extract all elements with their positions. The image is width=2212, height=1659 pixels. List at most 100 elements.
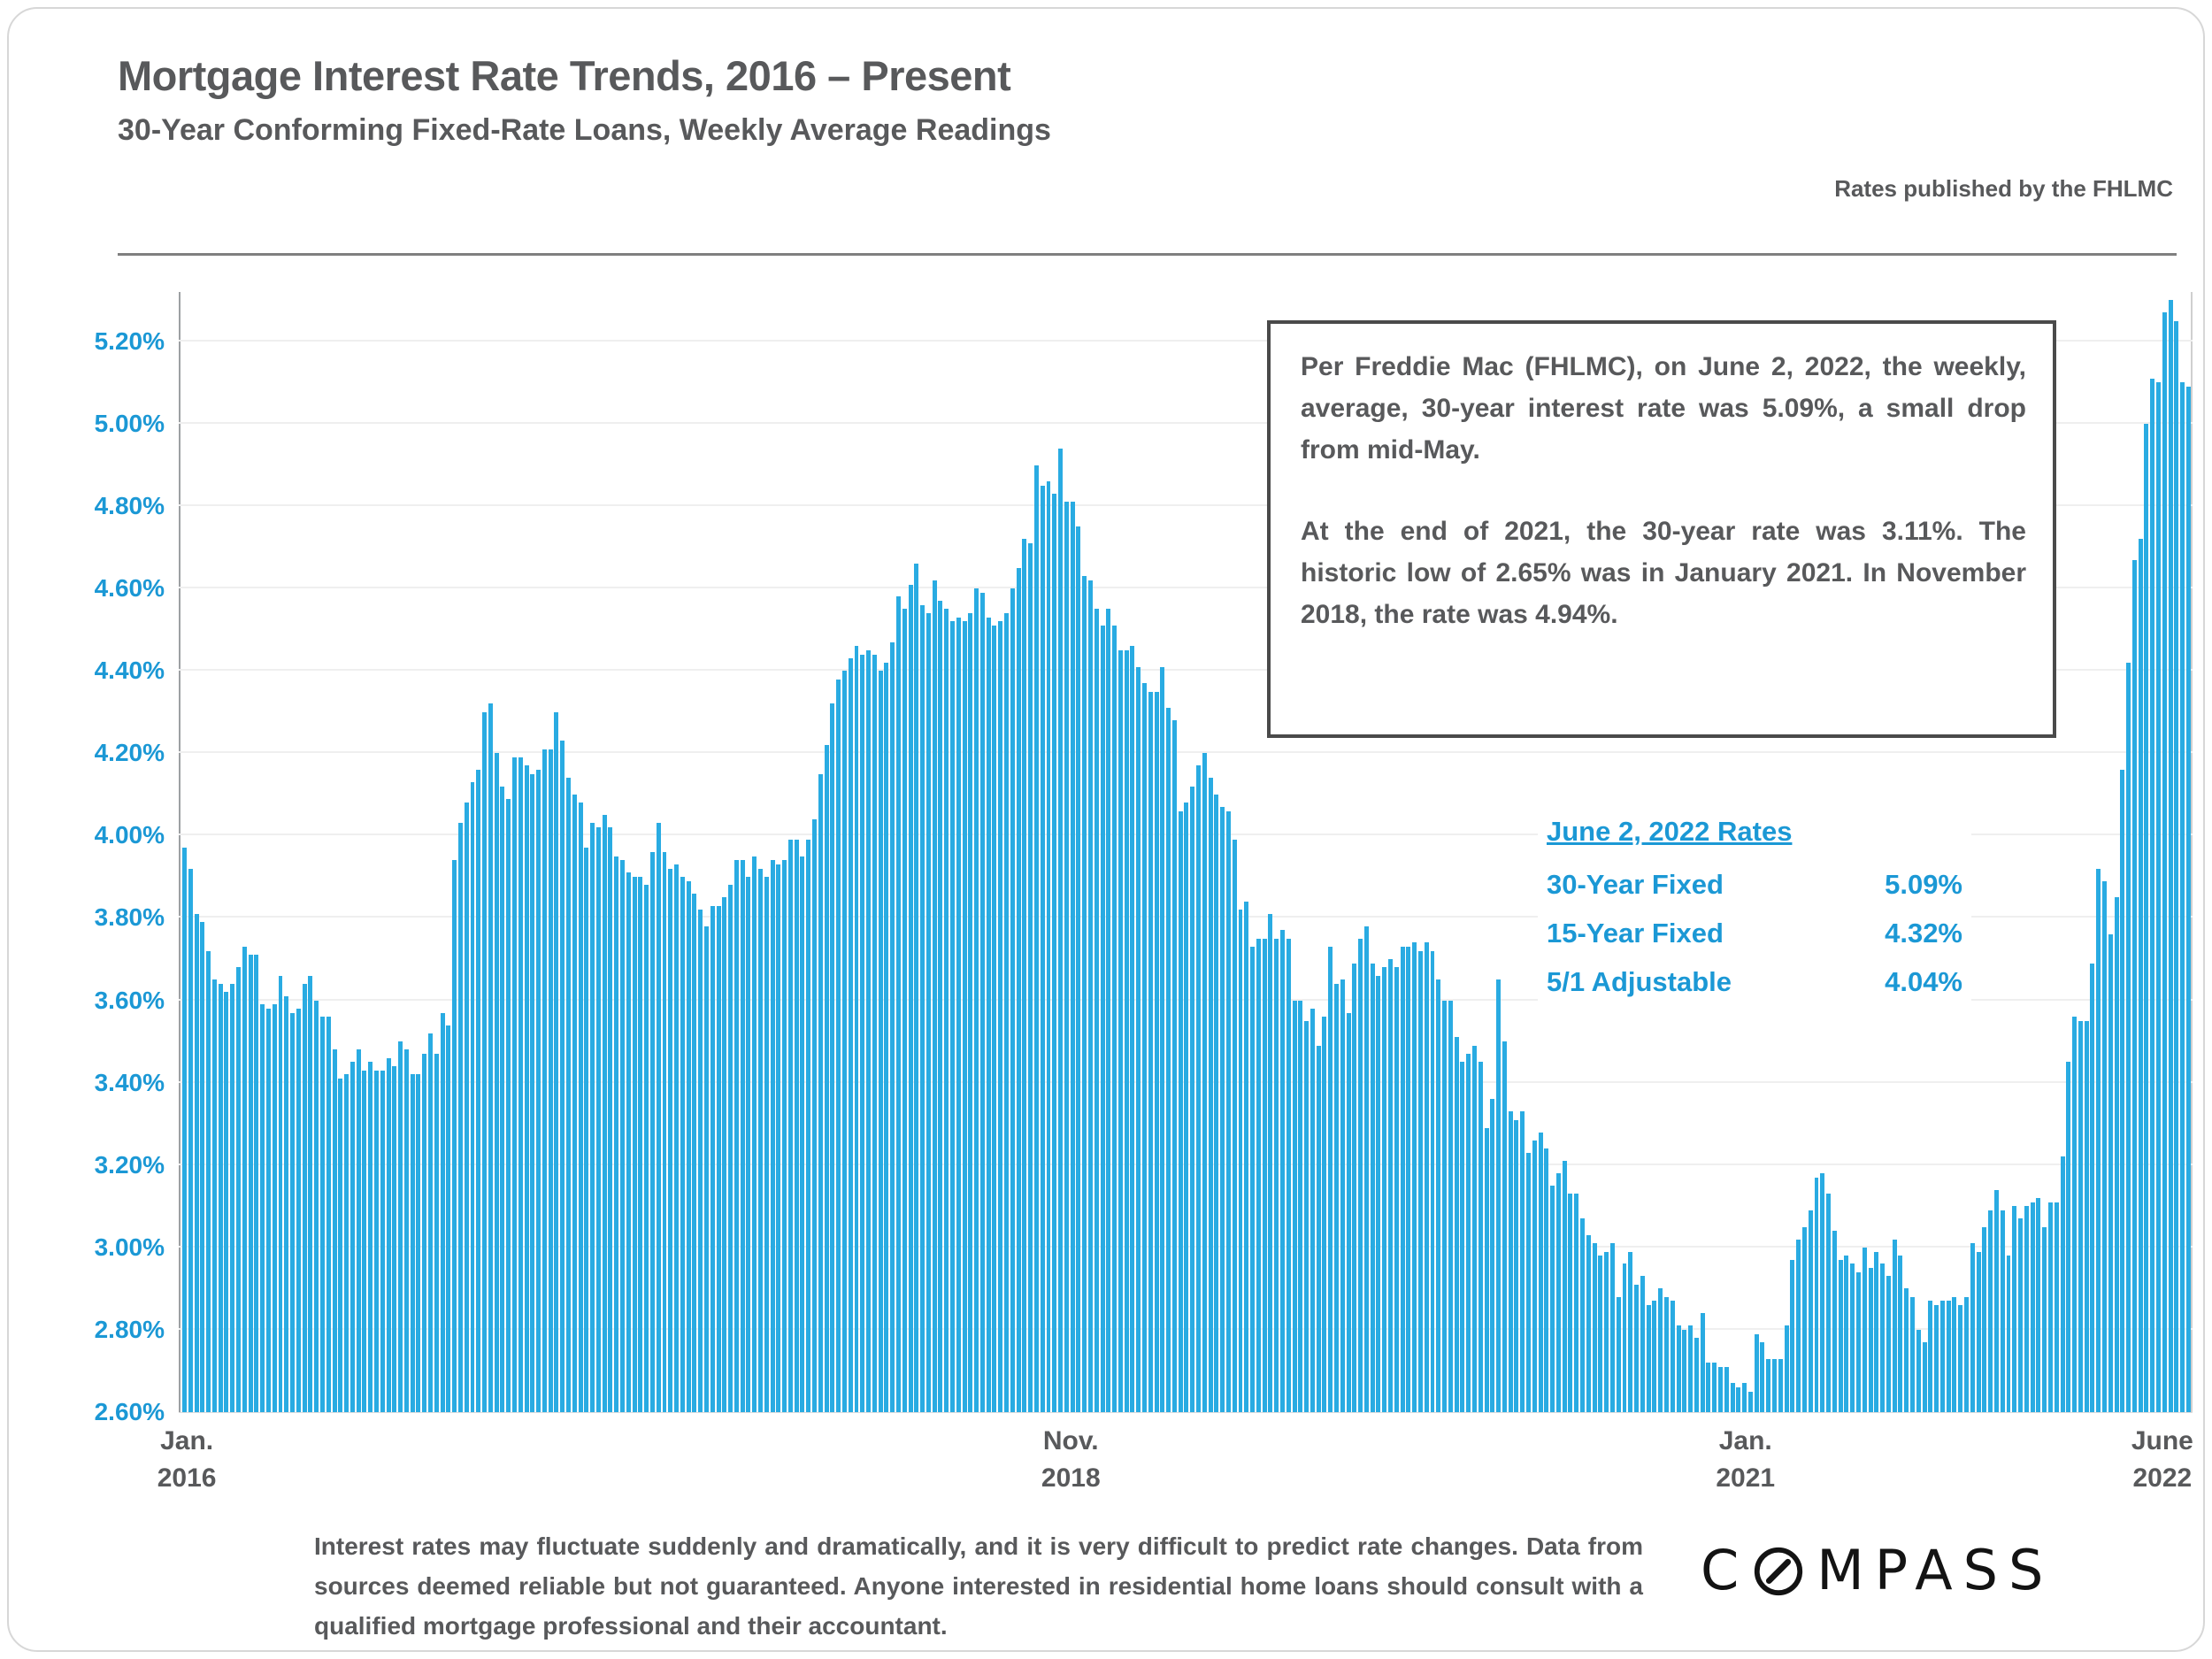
bar	[1286, 938, 1291, 1412]
bar	[2018, 1218, 2024, 1412]
bar	[308, 975, 313, 1412]
bar	[314, 1000, 319, 1412]
x-tick-label: Jan. 2016	[157, 1426, 217, 1493]
bar	[692, 893, 697, 1412]
bar	[554, 711, 559, 1412]
bar	[2174, 320, 2179, 1412]
bar	[608, 827, 613, 1412]
bar	[908, 584, 913, 1412]
bar	[1154, 691, 1159, 1412]
bar	[2072, 1017, 2078, 1412]
bar	[1304, 1020, 1310, 1412]
y-tick-label: 3.60%	[94, 986, 165, 1014]
bar	[1436, 979, 1441, 1412]
bar	[595, 827, 601, 1412]
bar	[1490, 1099, 1495, 1412]
bar	[1934, 1305, 1939, 1412]
bar	[2114, 897, 2119, 1412]
bar	[2108, 934, 2113, 1412]
y-tick-label: 4.40%	[94, 657, 165, 685]
bar	[698, 910, 703, 1412]
bar	[794, 840, 799, 1412]
bar	[986, 617, 991, 1412]
bar	[524, 765, 529, 1412]
bar	[1322, 1017, 1327, 1412]
bar	[1112, 626, 1118, 1412]
bar	[326, 1017, 331, 1412]
bar	[2078, 1020, 2083, 1412]
bar	[284, 995, 289, 1412]
bar	[914, 564, 919, 1412]
bar	[1388, 959, 1394, 1412]
bar	[1262, 938, 1267, 1412]
bar	[242, 947, 247, 1412]
bar	[1382, 967, 1387, 1412]
bar	[1292, 1000, 1297, 1412]
bar	[806, 840, 811, 1412]
bar	[644, 885, 649, 1412]
bar	[1052, 494, 1057, 1412]
bar	[1316, 1045, 1321, 1412]
bar	[1922, 1341, 1927, 1412]
bar	[1004, 613, 1010, 1412]
bar	[770, 860, 775, 1412]
bar	[488, 703, 493, 1412]
gridline	[179, 587, 2193, 589]
bar	[866, 649, 872, 1412]
bar	[824, 745, 829, 1412]
bar	[626, 872, 631, 1412]
gridline	[179, 504, 2193, 507]
bar	[1298, 1000, 1303, 1412]
bar	[1454, 1037, 1459, 1412]
bar	[854, 646, 859, 1412]
bar	[319, 1017, 325, 1412]
bar	[482, 711, 488, 1412]
bar	[1232, 840, 1237, 1412]
bar	[1268, 913, 1273, 1412]
bar	[1442, 1000, 1448, 1412]
bar	[1592, 1243, 1597, 1412]
bar	[457, 823, 463, 1412]
bar	[1496, 979, 1502, 1412]
bar	[1634, 1284, 1640, 1412]
bar	[1244, 901, 1249, 1412]
bar	[1609, 1243, 1615, 1412]
bar	[764, 876, 769, 1412]
bar	[1982, 1226, 1987, 1412]
x-axis: Jan. 2016 Nov. 2018 Jan. 2021 June 2022	[157, 1423, 2193, 1520]
bar	[566, 778, 571, 1412]
rates-panel: June 2, 2022 Rates 30-Year Fixed 5.09% 1…	[1538, 810, 1971, 1011]
bar	[992, 626, 997, 1412]
bar	[1208, 778, 1213, 1412]
header-rule	[118, 253, 2177, 256]
disclaimer-text: Interest rates may fluctuate suddenly an…	[314, 1532, 1643, 1640]
bar	[1544, 1148, 1549, 1412]
bar	[2138, 539, 2143, 1412]
bar	[1190, 786, 1195, 1412]
bar	[733, 860, 739, 1412]
bar	[1682, 1329, 1687, 1412]
bar	[440, 1012, 445, 1412]
bar	[1082, 576, 1087, 1412]
bar	[1538, 1132, 1543, 1412]
bar	[398, 1041, 403, 1412]
bar	[740, 860, 745, 1412]
bar	[452, 860, 457, 1412]
x-tick-label: Nov. 2018	[1041, 1426, 1101, 1493]
bar	[1046, 481, 1051, 1412]
bar	[812, 818, 818, 1412]
bar	[218, 983, 223, 1412]
gridline	[179, 421, 2193, 424]
bar	[878, 671, 883, 1412]
bar	[1646, 1305, 1651, 1412]
bar	[1184, 803, 1189, 1412]
bar	[1550, 1186, 1555, 1412]
bar	[944, 609, 949, 1412]
bar	[776, 864, 781, 1412]
bar	[902, 609, 907, 1412]
bar	[1814, 1177, 1819, 1412]
bar	[422, 1054, 427, 1412]
bar	[1718, 1366, 1723, 1412]
bar	[1148, 691, 1153, 1412]
rate-value: 5.09%	[1885, 869, 1962, 900]
